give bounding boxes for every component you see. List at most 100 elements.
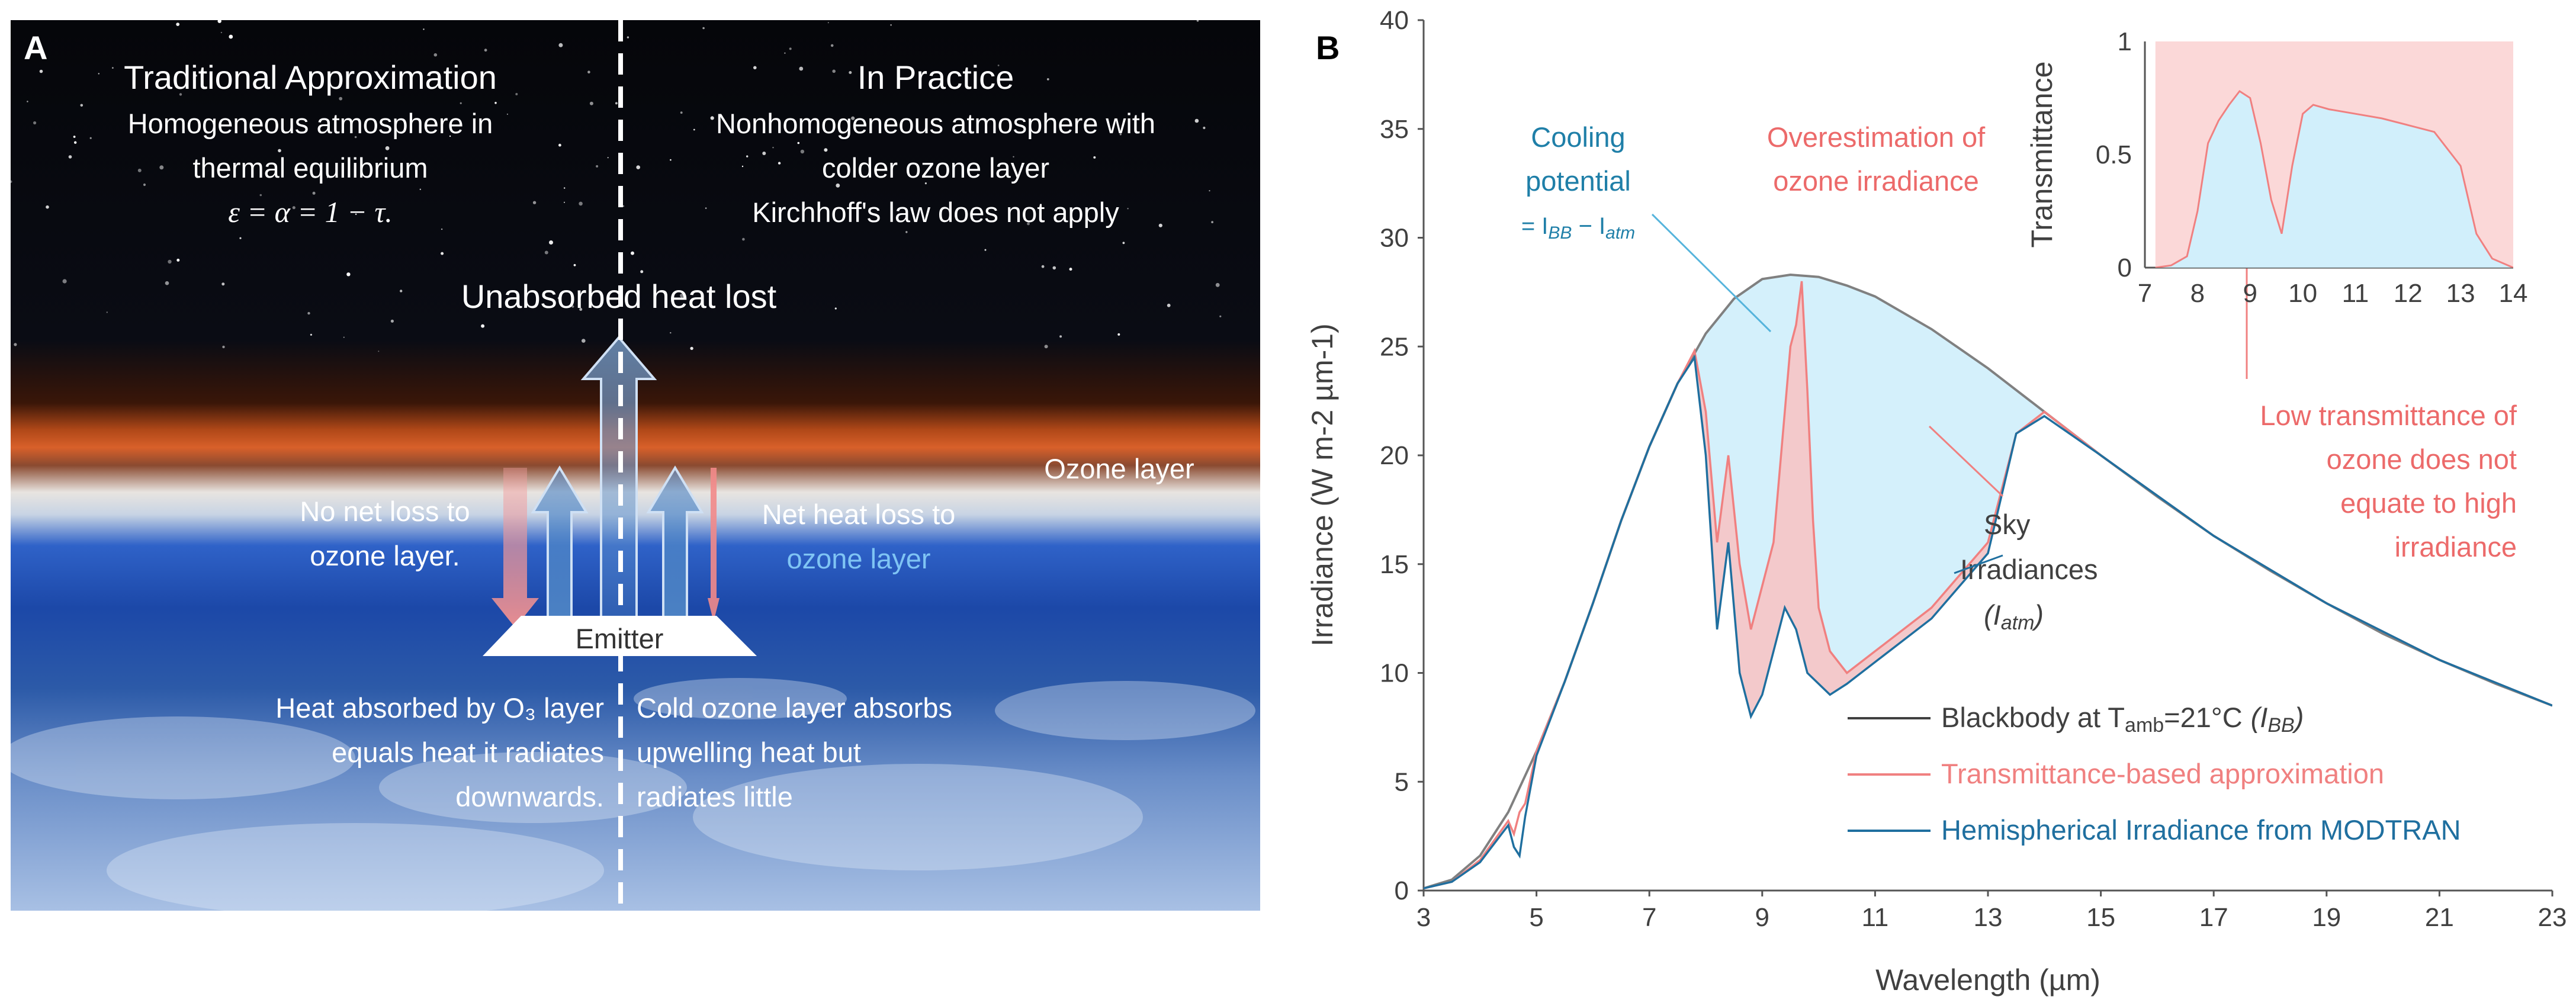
right-subtitle-1: Nonhomogeneous atmosphere with bbox=[716, 108, 1155, 139]
star bbox=[1127, 208, 1129, 210]
inset-x-tick-label: 9 bbox=[2243, 279, 2257, 308]
star bbox=[484, 49, 487, 52]
star bbox=[1158, 223, 1162, 227]
inset-absorption-area bbox=[2155, 41, 2513, 268]
star bbox=[326, 176, 329, 178]
cold-ozone-line-2: upwelling heat but bbox=[637, 737, 861, 768]
legend-label-modtran: Hemispherical Irradiance from MODTRAN bbox=[1941, 814, 2461, 846]
star bbox=[14, 343, 17, 346]
star bbox=[832, 69, 836, 73]
star bbox=[1219, 315, 1222, 317]
star bbox=[222, 345, 225, 349]
sky-label-3: (Iatm) bbox=[1984, 599, 2044, 634]
overestimation-label-2: ozone irradiance bbox=[1773, 165, 1979, 197]
y-axis-title: Irradiance (W m-2 µm-1) bbox=[1306, 323, 1339, 647]
star bbox=[631, 251, 634, 255]
star bbox=[433, 53, 438, 57]
star bbox=[824, 148, 828, 152]
star bbox=[1027, 222, 1030, 226]
star bbox=[11, 180, 12, 183]
star bbox=[1209, 190, 1210, 192]
star bbox=[460, 102, 462, 104]
inset-transmittance-line bbox=[2155, 89, 2513, 268]
star bbox=[481, 324, 485, 328]
star bbox=[827, 22, 829, 24]
star bbox=[259, 194, 262, 197]
star bbox=[378, 351, 380, 352]
main-chart-plot bbox=[1424, 273, 2552, 890]
star bbox=[564, 201, 565, 203]
y-tick-label: 10 bbox=[1380, 659, 1409, 688]
inset-x-tick-label: 13 bbox=[2446, 279, 2475, 308]
star bbox=[924, 182, 927, 185]
star bbox=[1117, 333, 1120, 336]
inset-y-tick-label: 0 bbox=[2118, 253, 2132, 282]
cooling-leader-line bbox=[1651, 213, 1772, 333]
star bbox=[1069, 268, 1072, 271]
panel-b-label: B bbox=[1316, 29, 1340, 66]
cloud-texture bbox=[11, 678, 1255, 911]
star bbox=[558, 143, 561, 147]
x-tick-label: 3 bbox=[1417, 903, 1431, 932]
star bbox=[836, 183, 840, 188]
star bbox=[195, 75, 197, 77]
x-tick-label: 23 bbox=[2538, 903, 2567, 932]
star bbox=[310, 333, 313, 336]
star bbox=[762, 152, 766, 155]
star bbox=[834, 307, 837, 310]
star bbox=[423, 28, 425, 30]
star bbox=[890, 24, 892, 26]
star bbox=[176, 23, 180, 26]
left-subtitle-2: thermal equilibrium bbox=[192, 152, 428, 184]
no-net-loss-line-1: No net loss to bbox=[300, 496, 470, 527]
star bbox=[278, 149, 281, 153]
star bbox=[346, 272, 351, 277]
unabsorbed-heat-arrow bbox=[580, 335, 657, 629]
star bbox=[1041, 265, 1045, 268]
sky-label-1: Sky bbox=[1984, 509, 2031, 540]
star bbox=[449, 135, 451, 137]
star bbox=[33, 121, 37, 125]
star bbox=[799, 66, 804, 71]
star bbox=[710, 116, 714, 120]
star bbox=[1203, 126, 1206, 130]
star bbox=[742, 237, 745, 241]
star bbox=[622, 205, 625, 207]
right-upwelling-arrow bbox=[646, 465, 704, 629]
cooling-label-2: potential bbox=[1525, 165, 1631, 197]
star bbox=[159, 165, 164, 170]
sky-label-2: Irradiances bbox=[1960, 554, 2098, 585]
x-tick-label: 19 bbox=[2312, 903, 2341, 932]
star bbox=[441, 252, 444, 255]
star bbox=[607, 157, 609, 159]
star bbox=[1194, 118, 1199, 123]
star bbox=[390, 319, 394, 323]
star bbox=[851, 116, 855, 120]
cooling-label-1: Cooling bbox=[1531, 121, 1625, 153]
star bbox=[1196, 20, 1199, 22]
star bbox=[702, 27, 705, 30]
star bbox=[73, 136, 76, 138]
star bbox=[1093, 156, 1096, 159]
emitter bbox=[483, 616, 757, 656]
y-tick-label: 35 bbox=[1380, 115, 1409, 144]
y-tick-label: 0 bbox=[1395, 876, 1409, 905]
x-tick-label: 21 bbox=[2425, 903, 2454, 932]
star bbox=[68, 155, 72, 159]
inset-x-tick-label: 8 bbox=[2190, 279, 2205, 308]
star bbox=[1211, 221, 1213, 223]
cooling-label-3: = IBB − Iatm bbox=[1521, 213, 1635, 243]
inset-x-tick-label: 7 bbox=[2138, 279, 2152, 308]
star bbox=[339, 97, 343, 101]
star bbox=[789, 47, 792, 50]
star bbox=[441, 228, 443, 230]
left-upwelling-arrow bbox=[531, 465, 589, 629]
star bbox=[636, 165, 640, 169]
right-subtitle-2: colder ozone layer bbox=[822, 152, 1049, 184]
x-tick-label: 11 bbox=[1862, 903, 1889, 932]
star bbox=[558, 43, 563, 47]
star bbox=[46, 205, 49, 209]
star bbox=[573, 263, 576, 266]
inset-x-tick-label: 12 bbox=[2394, 279, 2423, 308]
